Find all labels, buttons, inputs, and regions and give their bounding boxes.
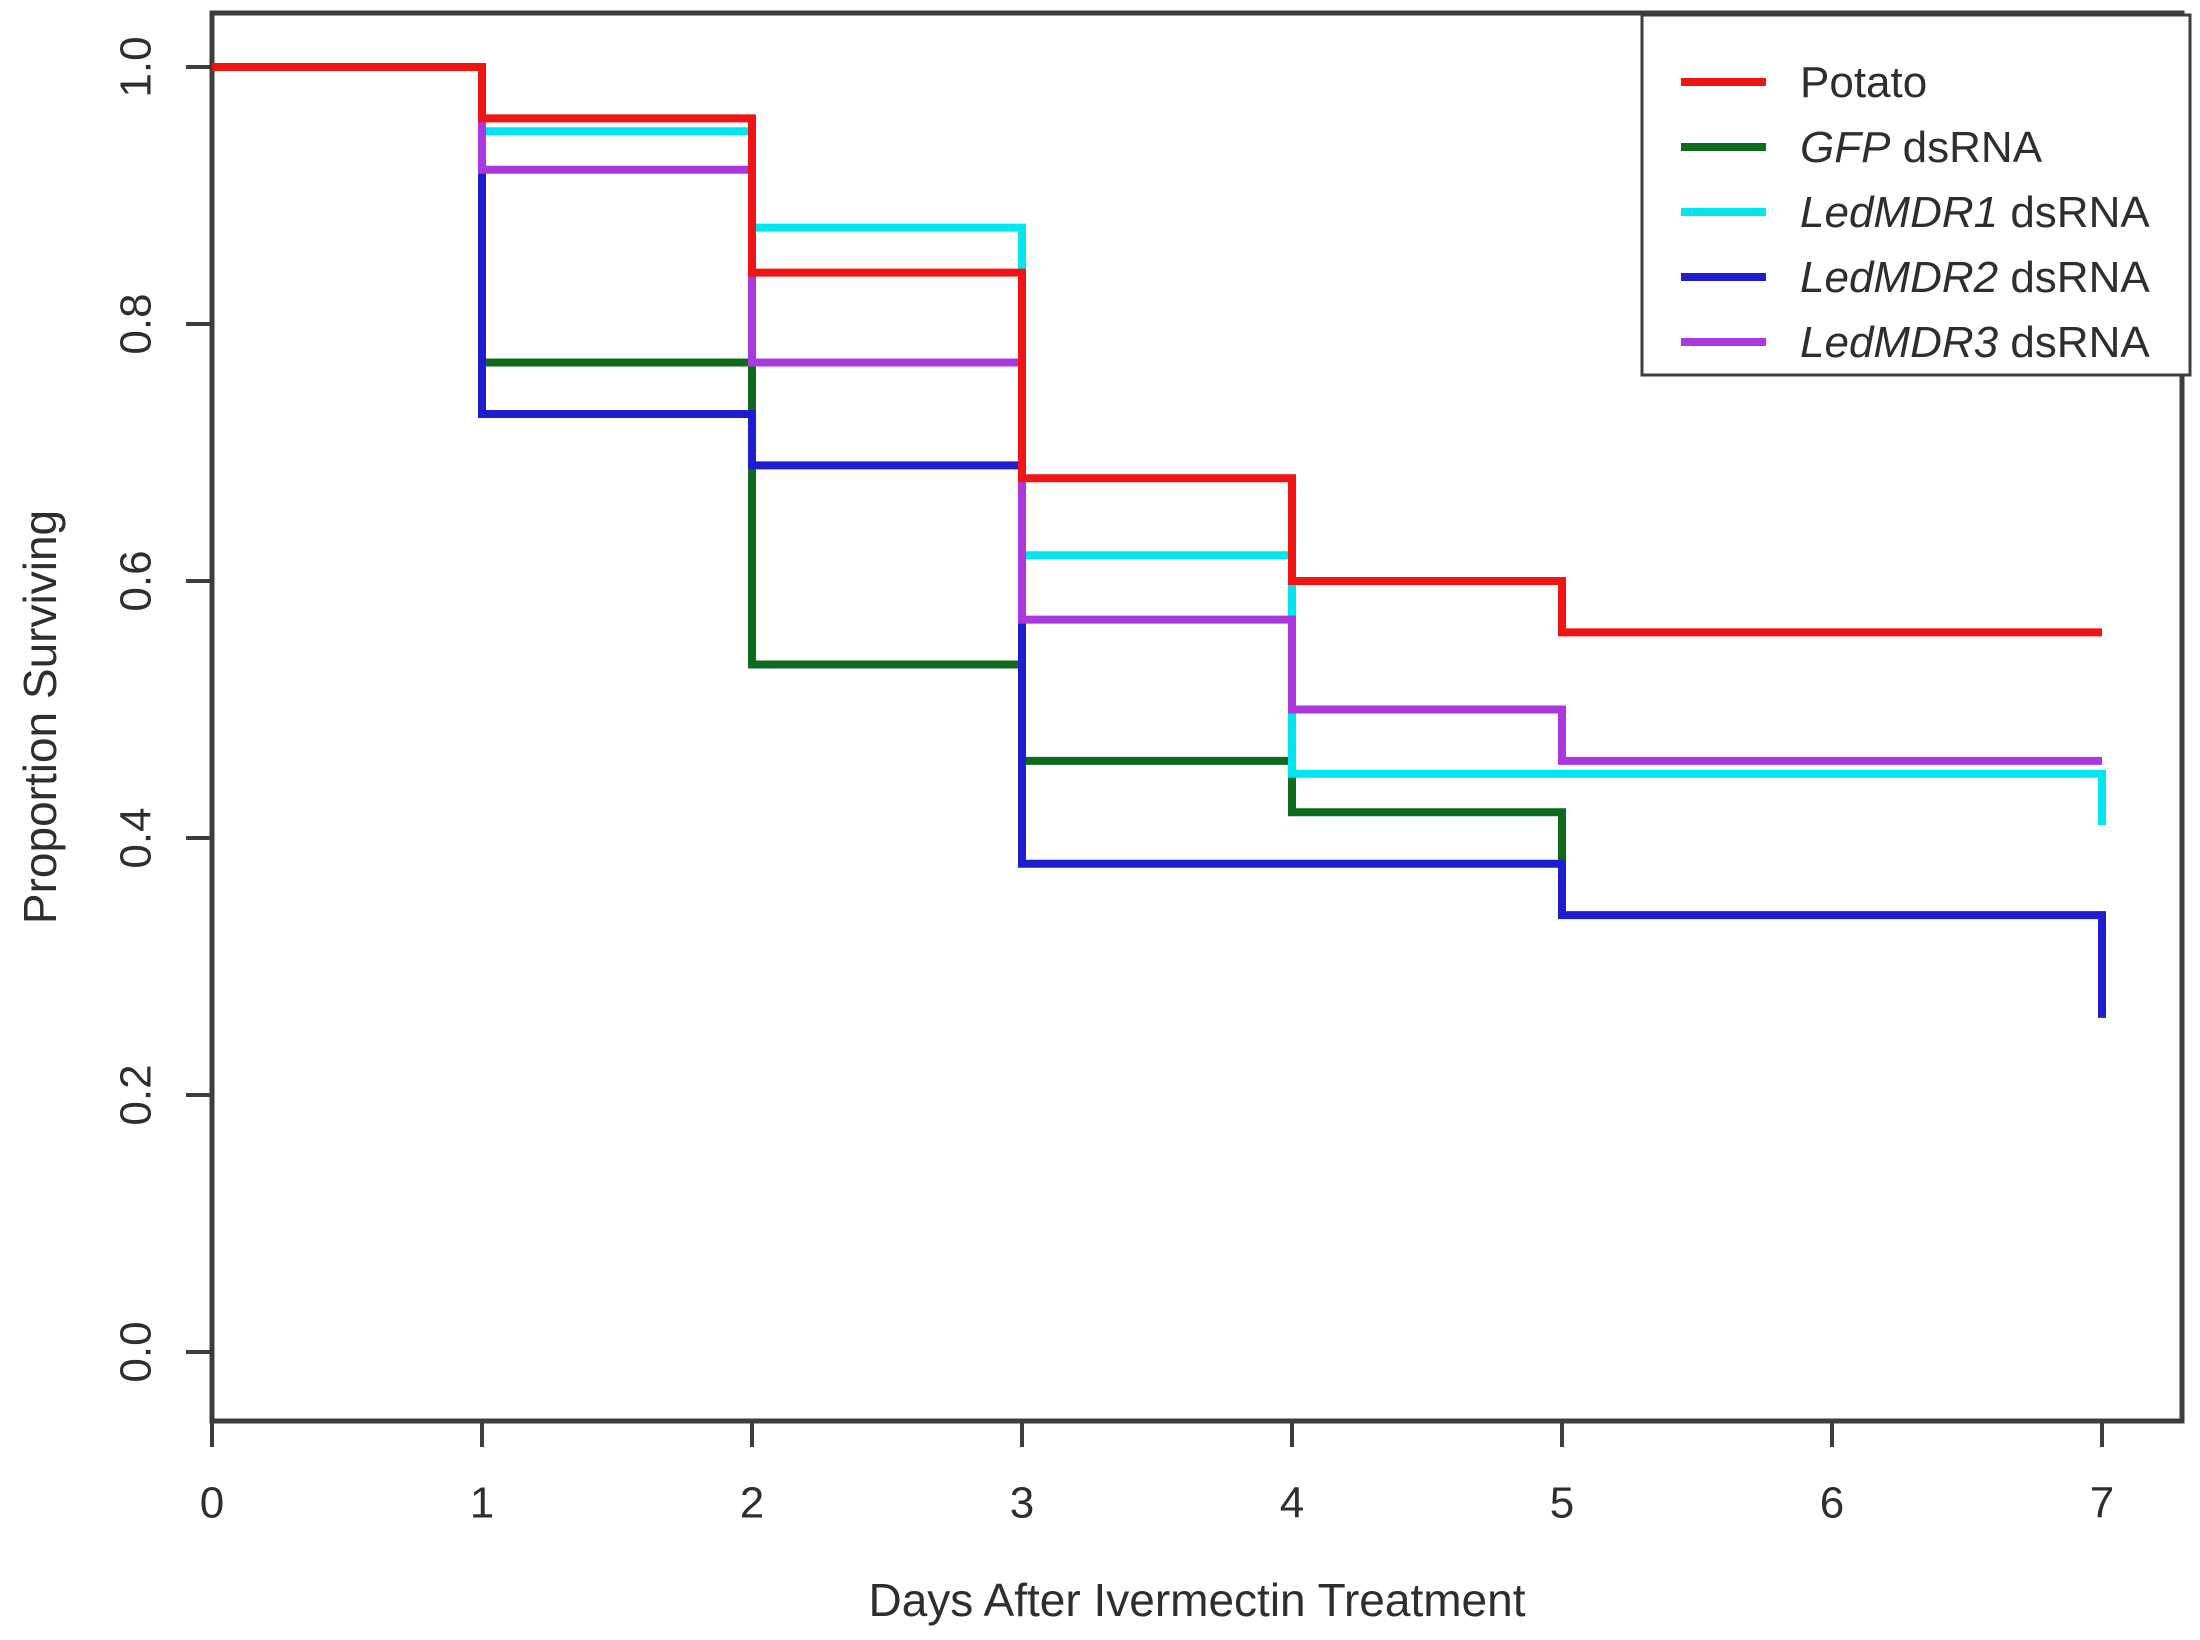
legend-box xyxy=(1640,13,2192,377)
y-tick-label: 0.4 xyxy=(112,807,161,868)
legend-item-potato: Potato xyxy=(1681,58,1927,107)
x-tick-label: 0 xyxy=(200,1479,224,1528)
x-tick-label: 4 xyxy=(1280,1479,1304,1528)
y-tick-label: 0.0 xyxy=(112,1321,161,1382)
series-curves xyxy=(212,63,2106,1018)
legend-label-ledmdr3-dsrna: LedMDR3 dsRNA xyxy=(1800,318,2150,367)
legend-item-ledmdr3-dsrna: LedMDR3 dsRNA xyxy=(1681,318,2150,367)
legend-item-gfp-dsrna: GFP dsRNA xyxy=(1681,123,2043,172)
series-curve-ledmdr3-dsrna xyxy=(212,63,2102,765)
x-tick-label: 5 xyxy=(1550,1479,1574,1528)
series-curve-potato xyxy=(212,63,2102,637)
legend-label-potato: Potato xyxy=(1800,58,1927,107)
y-tick-label: 1.0 xyxy=(112,36,161,97)
x-tick-label: 3 xyxy=(1010,1479,1034,1528)
legend-item-ledmdr2-dsrna: LedMDR2 dsRNA xyxy=(1681,253,2150,302)
x-tick-label: 7 xyxy=(2090,1479,2114,1528)
legend: Potato GFP dsRNA LedMDR1 dsRNA LedMDR2 dsRN… xyxy=(1640,13,2192,377)
x-tick-label: 2 xyxy=(740,1479,764,1528)
y-axis: 0.0 0.2 0.4 0.6 0.8 1.0 xyxy=(112,36,212,1383)
y-tick-label: 0.8 xyxy=(112,293,161,354)
legend-label-gfp-dsrna: GFP dsRNA xyxy=(1800,123,2043,172)
y-axis-title: Proportion Surviving xyxy=(14,510,66,924)
y-tick-label: 0.6 xyxy=(112,550,161,611)
x-axis: 0 1 2 3 4 5 6 7 xyxy=(200,1421,2114,1528)
x-tick-label: 6 xyxy=(1820,1479,1844,1528)
legend-item-ledmdr1-dsrna: LedMDR1 dsRNA xyxy=(1681,188,2150,237)
plot-border xyxy=(209,10,2185,1424)
legend-label-ledmdr1-dsrna: LedMDR1 dsRNA xyxy=(1800,188,2150,237)
legend-label-ledmdr2-dsrna: LedMDR2 dsRNA xyxy=(1800,253,2150,302)
y-tick-label: 0.2 xyxy=(112,1064,161,1125)
x-axis-title: Days After Ivermectin Treatment xyxy=(868,1574,1525,1626)
x-tick-label: 1 xyxy=(470,1479,494,1528)
